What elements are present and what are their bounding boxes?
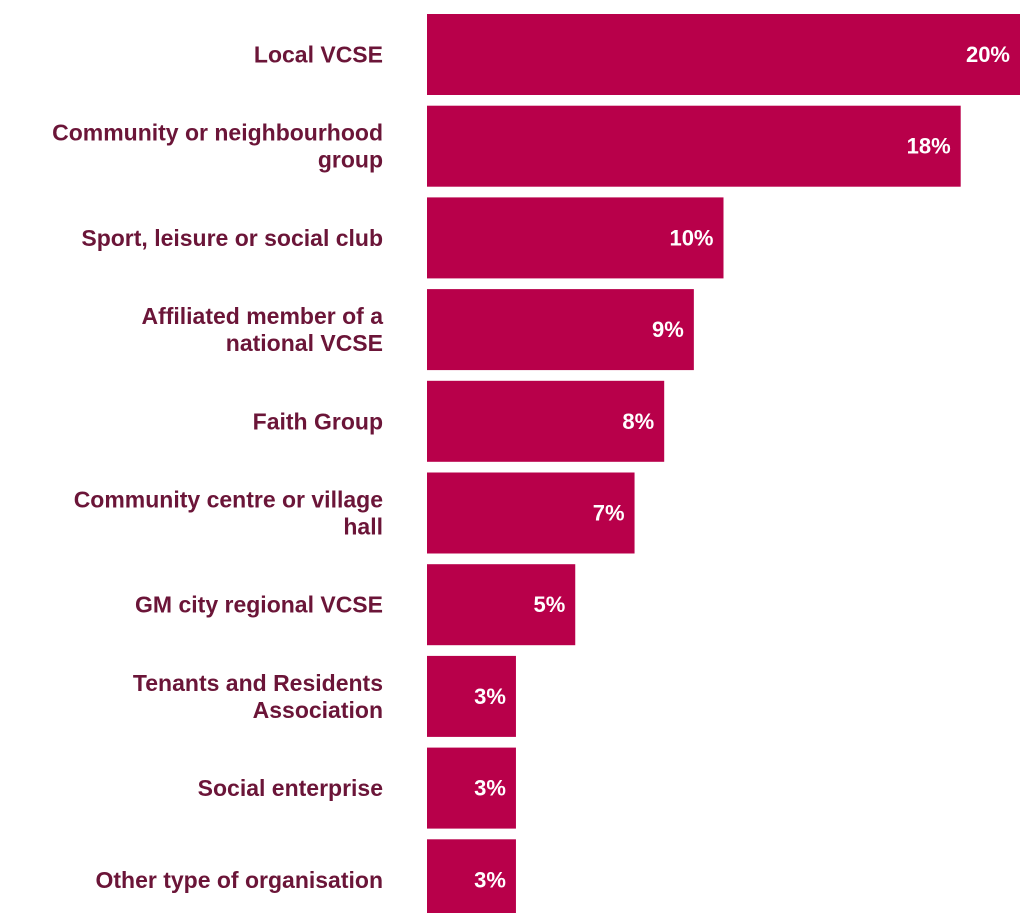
category-label-9: Social enterprise [198,775,383,801]
bar-6 [427,472,635,554]
bars-group [427,14,1020,913]
value-label-9: 3% [474,776,506,801]
bar-8 [427,655,516,737]
category-label-1-line-1: Local VCSE [254,42,383,68]
bar-2 [427,105,961,187]
category-label-3: Sport, leisure or social club [81,225,383,251]
category-label-2: Community or neighbourhood group [52,120,383,173]
category-label-3-line-1: Sport, leisure or social club [81,225,383,251]
value-label-4: 9% [652,317,684,342]
bar-1 [427,14,1020,95]
category-label-6-line-1: Community centre or village [74,487,383,513]
category-label-2-line-2: group [318,147,383,173]
value-label-8: 3% [474,684,506,709]
value-label-3: 10% [669,225,713,250]
bar-4 [427,289,694,371]
value-label-2: 18% [907,134,951,159]
category-label-1: Local VCSE [254,42,383,68]
category-label-6-line-2: hall [343,514,383,540]
category-label-10: Other type of organisation [95,867,383,893]
category-label-5-line-1: Faith Group [253,408,383,434]
bar-5 [427,380,665,462]
category-label-6: Community centre or village hall [74,487,383,540]
category-label-8-line-2: Association [253,697,383,723]
value-label-7: 5% [533,592,565,617]
value-label-6: 7% [593,501,625,526]
bar-3 [427,197,724,279]
bar-9 [427,747,516,829]
value-labels-group: 20% 18% 10% 9% 8% 7% 5% 3% 3% 3% [474,42,1010,892]
bar-10 [427,839,516,913]
category-label-4-line-2: national VCSE [226,330,383,356]
category-label-10-line-1: Other type of organisation [95,867,383,893]
category-label-5: Faith Group [253,408,383,434]
value-label-5: 8% [622,409,654,434]
category-label-9-line-1: Social enterprise [198,775,383,801]
category-label-4-line-1: Affiliated member of a [141,303,383,329]
category-label-7: GM city regional VCSE [135,592,383,618]
value-label-1: 20% [966,42,1010,67]
category-label-8-line-1: Tenants and Residents [133,670,383,696]
category-labels-group: Local VCSE Community or neighbourhood grou… [52,42,383,893]
category-label-2-line-1: Community or neighbourhood [52,120,383,146]
value-label-10: 3% [474,867,506,892]
category-label-7-line-1: GM city regional VCSE [135,592,383,618]
category-label-8: Tenants and Residents Association [133,670,383,723]
bar-7 [427,564,576,646]
category-label-4: Affiliated member of a national VCSE [141,303,383,356]
